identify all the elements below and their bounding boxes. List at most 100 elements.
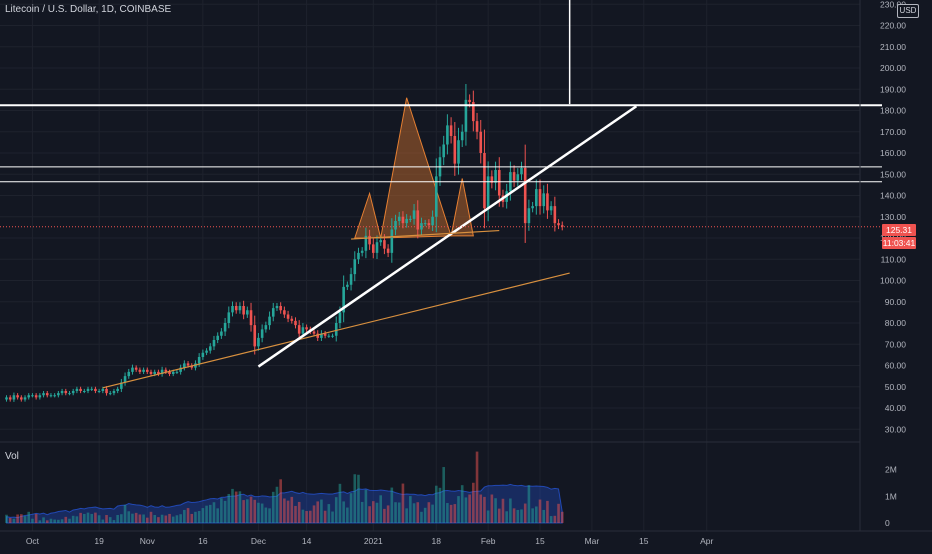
time-tick-label: 16 bbox=[198, 536, 208, 546]
volume-bar bbox=[453, 504, 457, 523]
price-tick-label: 30.00 bbox=[885, 424, 907, 434]
currency-badge[interactable]: USD bbox=[897, 4, 919, 18]
candle-body bbox=[223, 323, 227, 332]
volume-bar bbox=[260, 503, 264, 523]
volume-bar bbox=[542, 509, 546, 523]
price-tick-label: 70.00 bbox=[885, 339, 907, 349]
candle-body bbox=[31, 395, 34, 397]
candle-body bbox=[360, 250, 364, 253]
candle-body bbox=[197, 357, 201, 364]
volume-bar bbox=[138, 514, 142, 523]
volume-bar bbox=[327, 504, 331, 523]
candle-body bbox=[397, 216, 401, 221]
candle-body bbox=[86, 388, 90, 391]
price-tick-label: 150.00 bbox=[880, 169, 906, 179]
volume-bar bbox=[379, 495, 383, 523]
symbol-title[interactable]: Litecoin / U.S. Dollar, 1D, COINBASE bbox=[5, 4, 172, 15]
volume-bar bbox=[57, 519, 60, 523]
price-tick-label: 80.00 bbox=[885, 318, 907, 328]
volume-bar bbox=[42, 517, 45, 523]
candle-body bbox=[64, 391, 68, 394]
candle-body bbox=[42, 393, 45, 396]
volume-tick-label: 0 bbox=[885, 518, 890, 528]
trendline-white bbox=[257, 105, 638, 368]
candle-body bbox=[535, 189, 538, 207]
volume-bar bbox=[246, 499, 249, 523]
candle-body bbox=[331, 335, 334, 337]
volume-bar bbox=[257, 502, 260, 523]
candle-body bbox=[27, 395, 31, 398]
volume-bar bbox=[360, 501, 364, 523]
candle-body bbox=[171, 371, 175, 374]
price-tick-label: 100.00 bbox=[880, 276, 906, 286]
volume-bar bbox=[434, 485, 438, 523]
volume-bar bbox=[375, 502, 379, 523]
time-tick-label: 14 bbox=[302, 536, 312, 546]
candle-body bbox=[420, 223, 423, 230]
volume-bar bbox=[227, 493, 231, 523]
candle-body bbox=[538, 189, 542, 207]
volume-bar bbox=[342, 501, 345, 523]
candle-body bbox=[431, 216, 434, 226]
volume-bar bbox=[438, 487, 442, 523]
candle-body bbox=[390, 229, 394, 253]
volume-bar bbox=[101, 519, 105, 523]
volume-bar bbox=[468, 494, 471, 523]
volume-bar bbox=[205, 505, 208, 523]
candle-body bbox=[183, 363, 186, 368]
volume-bar bbox=[312, 505, 316, 523]
candle-body bbox=[416, 210, 420, 230]
candle-body bbox=[527, 208, 531, 224]
candle-body bbox=[164, 369, 168, 372]
volume-bar bbox=[75, 516, 79, 523]
candle-body bbox=[134, 367, 138, 370]
price-tick-label: 40.00 bbox=[885, 403, 907, 413]
candle-body bbox=[175, 371, 179, 373]
candle-body bbox=[286, 314, 290, 319]
candle-body bbox=[490, 176, 494, 183]
candle-body bbox=[379, 240, 383, 243]
volume-bar bbox=[238, 491, 242, 523]
candle-body bbox=[208, 346, 212, 351]
price-tick-label: 160.00 bbox=[880, 148, 906, 158]
volume-bar bbox=[323, 510, 327, 523]
candle-body bbox=[520, 167, 523, 175]
volume-bar bbox=[290, 496, 294, 523]
candle-body bbox=[297, 325, 301, 334]
volume-bar bbox=[431, 504, 434, 523]
candle-body bbox=[427, 223, 431, 226]
volume-title[interactable]: Vol bbox=[5, 451, 19, 462]
candle-body bbox=[168, 371, 171, 374]
candle-body bbox=[464, 99, 468, 132]
candle-body bbox=[5, 397, 8, 400]
volume-bar bbox=[234, 491, 238, 523]
time-tick-label: Oct bbox=[26, 536, 40, 546]
candle-body bbox=[157, 371, 160, 374]
candle-body bbox=[131, 367, 134, 372]
volume-bar bbox=[479, 494, 483, 523]
volume-bar bbox=[68, 518, 71, 523]
volume-bar bbox=[535, 506, 538, 523]
line-drawings[interactable] bbox=[0, 0, 882, 389]
volume-bar bbox=[301, 509, 305, 523]
candle-body bbox=[357, 252, 360, 260]
candle-body bbox=[316, 333, 320, 338]
candle-body bbox=[401, 216, 405, 224]
volume-bar bbox=[423, 507, 427, 523]
volume-bar bbox=[523, 503, 527, 523]
candle-body bbox=[127, 371, 131, 377]
candle-body bbox=[342, 286, 345, 313]
volume-bar bbox=[416, 502, 420, 523]
candle-body bbox=[16, 395, 19, 398]
candle-body bbox=[460, 131, 464, 141]
volume-bar bbox=[27, 511, 31, 523]
volume-bar bbox=[183, 509, 186, 523]
axis-layer: 30.00 40.00 50.00 60.00 70.00 80.00 90.00 100.0… bbox=[26, 0, 906, 546]
volume-tick-label: 2M bbox=[885, 465, 897, 475]
volume-bar bbox=[442, 467, 445, 523]
candle-body bbox=[205, 350, 208, 353]
candle-body bbox=[349, 274, 353, 285]
volume-bar bbox=[157, 517, 160, 523]
